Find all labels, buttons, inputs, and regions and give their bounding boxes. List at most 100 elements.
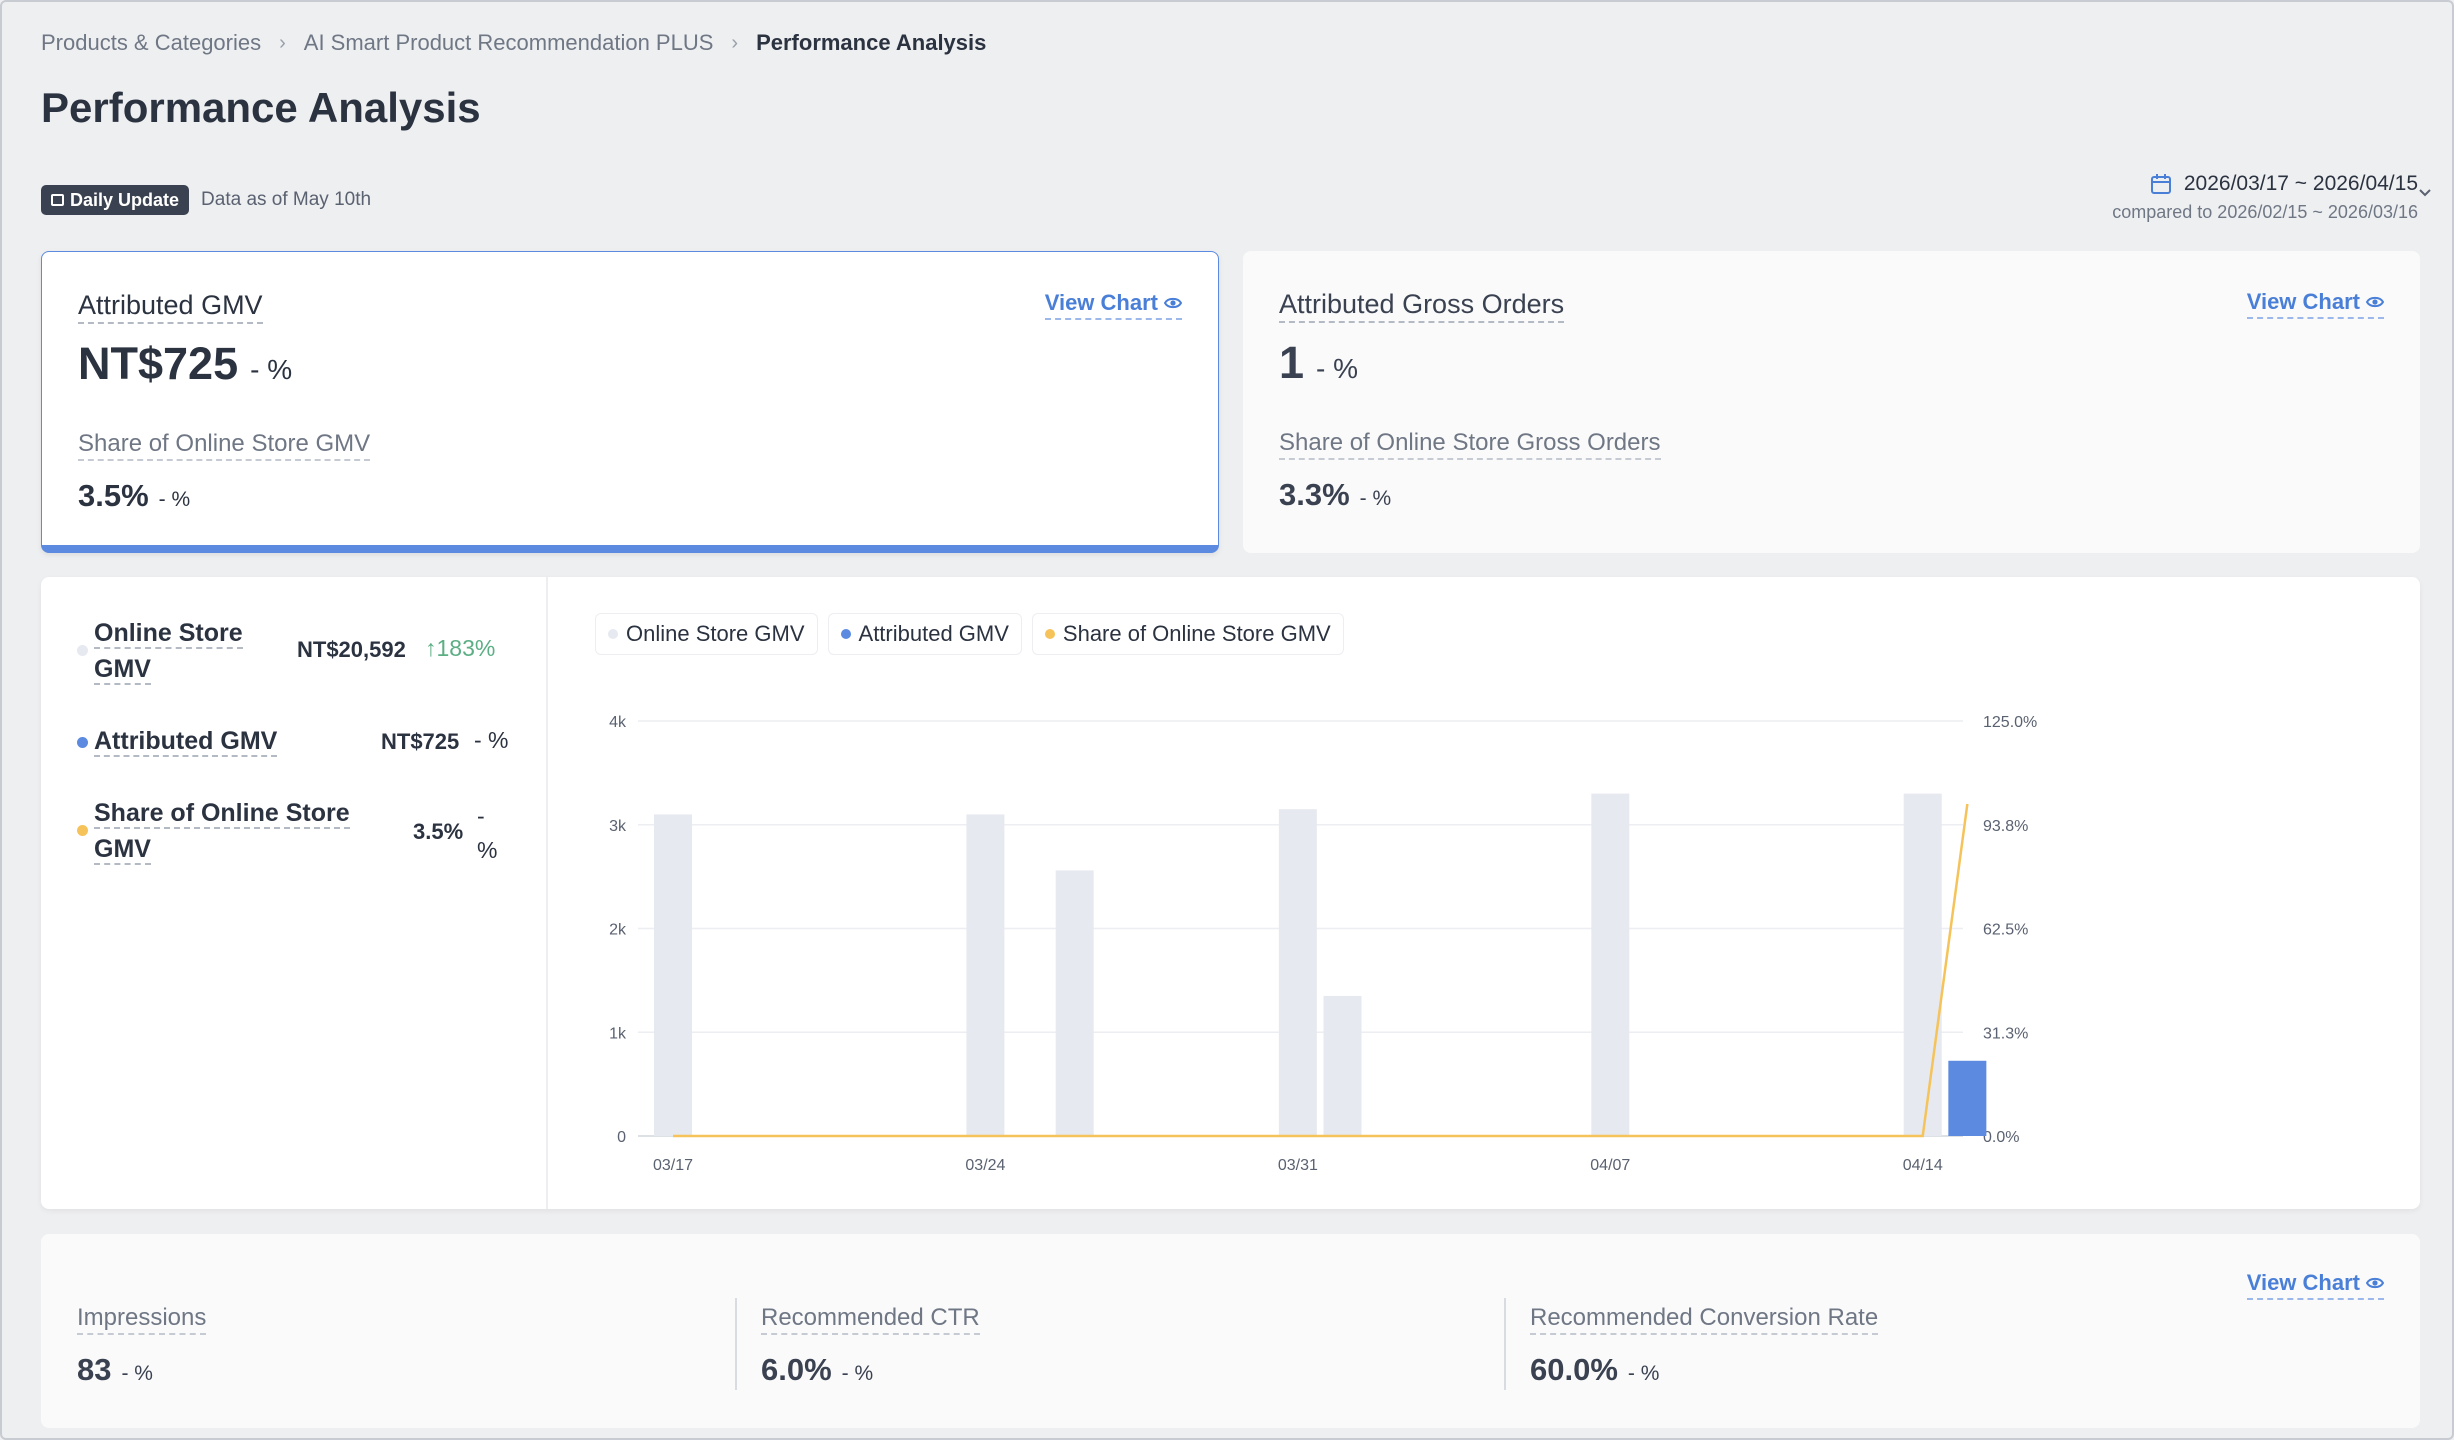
share-of-online-store-gmv-total: 3.5%: [413, 819, 464, 844]
calendar-icon: [51, 194, 64, 206]
recommended-conversion-rate-label: Recommended Conversion Rate: [1530, 1304, 1879, 1335]
chevron-right-icon: ›: [279, 31, 286, 54]
x-tick-label: 03/31: [1278, 1157, 1318, 1174]
y-right-tick-label: 93.8%: [1983, 818, 2028, 835]
online-store-gmv-change: ↑183%: [425, 635, 495, 662]
performance-chart[interactable]: 0 1k 2k 3k 4k 0.0% 31.3% 62.5% 93.8% 125.0% 03/17 0…: [548, 577, 2408, 1209]
arrow-up-icon: ↑: [425, 635, 437, 661]
online-store-gmv-total: NT$20,592: [297, 637, 406, 662]
page-title: Performance Analysis: [41, 84, 481, 131]
online-store-gmv-dot: [77, 645, 88, 656]
x-tick-label: 04/14: [1903, 1157, 1943, 1174]
eye-icon: [1164, 297, 1182, 309]
breadcrumb-link-products-categories[interactable]: Products & Categories: [41, 30, 262, 55]
y-left-tick-label: 4k: [609, 714, 627, 731]
view-chart-button[interactable]: View Chart: [1044, 290, 1182, 320]
update-info: Daily Update Data as of May 10th: [41, 185, 371, 215]
ctr-amount: 6.0%: [761, 1352, 832, 1387]
column-divider: [1504, 1298, 1506, 1390]
online-store-gmv-bar: [1055, 870, 1094, 1136]
online-store-gmv-change-value: 183%: [436, 635, 496, 661]
attributed-gmv-value: NT$725 - %: [78, 338, 292, 390]
data-as-of-note: Data as of May 10th: [201, 189, 372, 210]
online-store-gmv-bar: [1278, 809, 1317, 1136]
y-right-tick-label: 0.0%: [1983, 1129, 2019, 1146]
gross-orders-change: - %: [1316, 353, 1359, 384]
toggle-attributed-gmv[interactable]: Attributed GMV: [827, 613, 1022, 655]
attributed-gross-orders-card[interactable]: Attributed Gross Orders View Chart 1 - %…: [1243, 251, 2420, 553]
attributed-gross-orders-value: 1 - %: [1279, 337, 1358, 389]
impressions-amount: 83: [77, 1352, 112, 1387]
attributed-gmv-total: NT$725: [381, 729, 460, 754]
toggle-online-store-gmv[interactable]: Online Store GMV: [595, 613, 818, 655]
panel-divider: [546, 577, 548, 1209]
share-of-online-store-gmv-dot: [1044, 629, 1055, 639]
online-store-gmv-bar: [1323, 995, 1362, 1136]
y-right-tick-label: 62.5%: [1983, 922, 2028, 939]
online-store-gmv-name-line2: GMV: [94, 655, 151, 685]
share-gmv-name-line2: GMV: [94, 835, 151, 865]
attributed-gmv-dot: [840, 629, 851, 639]
chart-panel: Online Store GMV NT$20,592 ↑183% Attribu…: [41, 577, 2420, 1209]
share-change-line1: -: [477, 803, 485, 829]
y-left-tick-label: 3k: [609, 818, 627, 835]
attributed-gmv-card[interactable]: Attributed GMV View Chart NT$725 - % Sha…: [41, 251, 1219, 553]
toggle-attributed-gmv-label: Attributed GMV: [858, 621, 1009, 646]
breadcrumb-link-ai-recommendation[interactable]: AI Smart Product Recommendation PLUS: [303, 30, 714, 55]
share-gmv-name-line1: Share of Online Store: [94, 799, 350, 829]
summary-online-store-gmv: Online Store GMV: [77, 615, 243, 687]
online-store-gmv-bar: [1903, 793, 1942, 1136]
attributed-gmv-amount: NT$725: [78, 338, 239, 389]
summary-attributed-gmv: Attributed GMV: [77, 723, 278, 759]
share-orders-change: - %: [1359, 487, 1392, 510]
share-of-online-store-gmv-summary-change: - %: [477, 799, 497, 867]
toggle-share-of-online-store-gmv[interactable]: Share of Online Store GMV: [1031, 613, 1344, 655]
view-chart-button[interactable]: View Chart: [2246, 289, 2384, 319]
daily-update-badge: Daily Update: [41, 185, 190, 215]
view-chart-button[interactable]: View Chart: [2246, 1270, 2384, 1300]
y-right-tick-label: 125.0%: [1983, 714, 2037, 731]
attributed-gmv-change: - %: [250, 354, 293, 385]
ctr-change: - %: [841, 1362, 874, 1385]
recommended-ctr-value: 6.0% - %: [761, 1352, 873, 1388]
date-range-value: 2026/03/17 ~ 2026/04/15: [2183, 172, 2418, 195]
chevron-right-icon: ›: [731, 31, 739, 54]
share-gmv-change: - %: [158, 488, 191, 511]
gross-orders-amount: 1: [1279, 337, 1305, 388]
conversion-rate-change: - %: [1627, 1362, 1660, 1385]
chart-series-toggles: Online Store GMV Attributed GMV Share of…: [595, 613, 1344, 655]
conversion-rate-amount: 60.0%: [1530, 1352, 1618, 1387]
date-range-picker[interactable]: 2026/03/17 ~ 2026/04/15 compared to 2026…: [2112, 172, 2431, 223]
attributed-gross-orders-label: Attributed Gross Orders: [1279, 289, 1565, 323]
date-range-compare: compared to 2026/02/15 ~ 2026/03/16: [2112, 202, 2418, 222]
share-of-online-store-gmv-label: Share of Online Store GMV: [78, 430, 371, 461]
y-left-tick-label: 0: [617, 1129, 626, 1146]
funnel-metrics-card: View Chart Impressions 83 - % Recommende…: [41, 1234, 2420, 1428]
calendar-icon: [2150, 174, 2171, 194]
impressions-value: 83 - %: [77, 1352, 153, 1388]
column-divider: [735, 1298, 737, 1390]
view-chart-label: View Chart: [1044, 290, 1158, 315]
daily-update-label: Daily Update: [70, 189, 180, 210]
toggle-share-gmv-label: Share of Online Store GMV: [1062, 621, 1331, 646]
attributed-gmv-name-text: Attributed GMV: [94, 727, 278, 757]
x-tick-label: 03/17: [653, 1157, 693, 1174]
attributed-gmv-bar: [1948, 1060, 1987, 1136]
attributed-gmv-label: Attributed GMV: [78, 290, 263, 324]
view-chart-label: View Chart: [2246, 289, 2360, 314]
impressions-change: - %: [121, 1362, 153, 1385]
share-gmv-amount: 3.5%: [78, 478, 149, 513]
y-right-tick-label: 31.3%: [1983, 1025, 2028, 1042]
recommended-conversion-rate-value: 60.0% - %: [1530, 1352, 1659, 1388]
y-left-tick-label: 2k: [609, 922, 627, 939]
x-tick-label: 03/24: [965, 1157, 1005, 1174]
toggle-online-store-gmv-label: Online Store GMV: [626, 621, 805, 646]
breadcrumb: Products & Categories › AI Smart Product…: [41, 28, 986, 58]
share-of-online-store-gmv-value: 3.5% - %: [78, 478, 190, 514]
attributed-gmv-name: Attributed GMV: [94, 723, 278, 759]
share-change-line2: %: [477, 837, 498, 863]
eye-icon: [2366, 1277, 2384, 1289]
y-left-tick-label: 1k: [609, 1025, 627, 1042]
impressions-label: Impressions: [77, 1304, 207, 1335]
share-of-online-store-gross-orders-value: 3.3% - %: [1279, 477, 1391, 513]
